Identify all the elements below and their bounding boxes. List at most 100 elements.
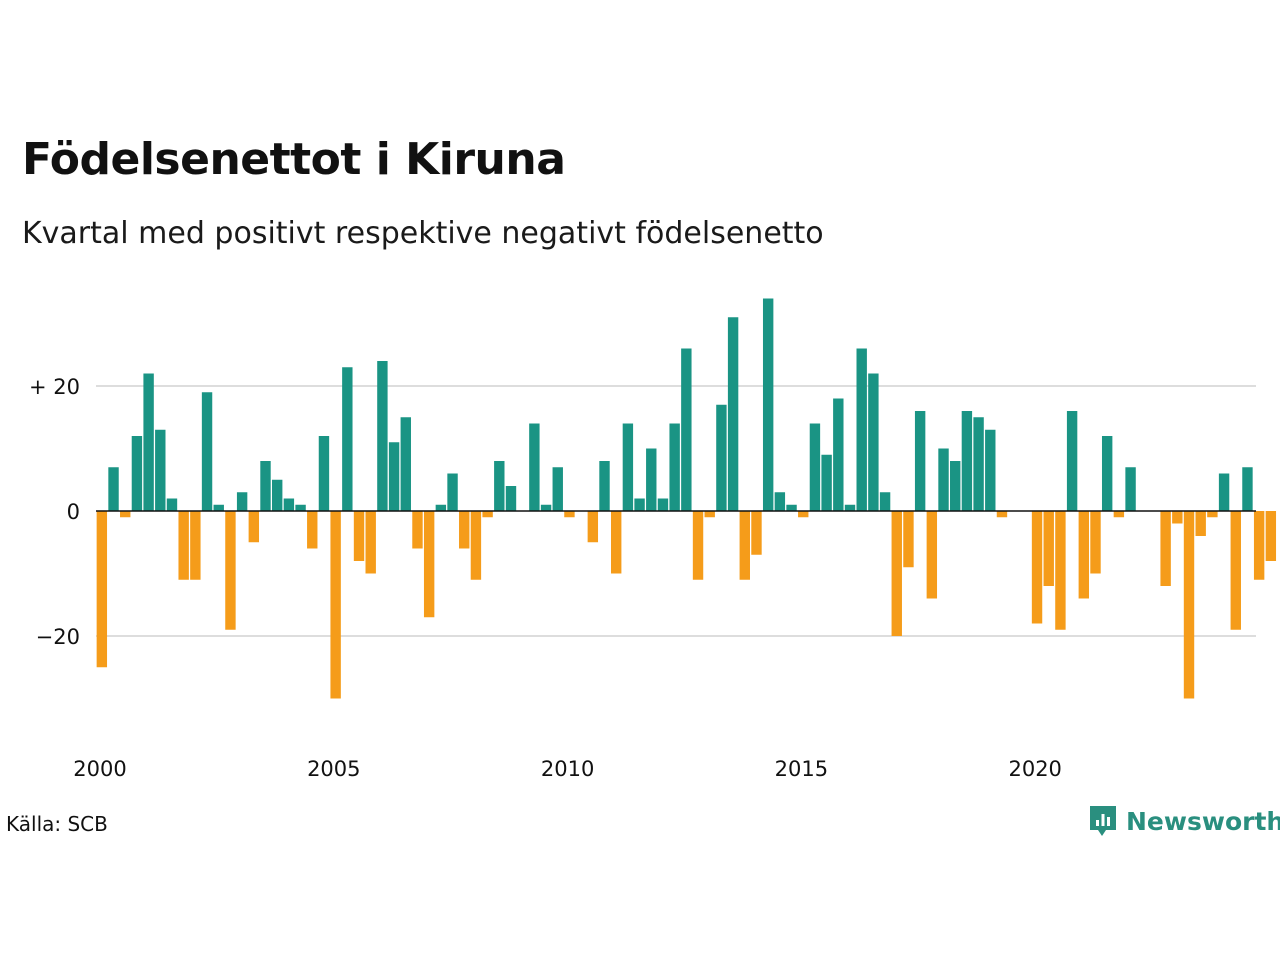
bar [494,461,505,511]
bar [459,511,470,549]
bar [131,436,143,511]
bar [716,404,727,511]
bar-chart: + 20 0 −20 2000 2005 2010 2015 2020 [29,298,1277,781]
bar [213,504,224,511]
bar [1113,511,1125,518]
bar [599,461,610,511]
bar [891,511,902,636]
bar [833,398,844,511]
bar [657,498,669,511]
bar [634,498,645,511]
bar [809,423,821,511]
bar [155,429,166,511]
bar [423,511,435,618]
bar [143,373,154,511]
bar [377,361,388,511]
bar [295,504,306,511]
bar [412,511,423,549]
bar [903,511,914,568]
brand-logo[interactable]: Newsworthy [1088,804,1280,838]
brand-name: Newsworthy [1126,806,1280,836]
bar [1078,511,1090,599]
bar [798,511,809,518]
bar [1265,511,1277,561]
bar [844,504,856,511]
bar [751,511,762,555]
bar [120,511,131,518]
bar [669,423,680,511]
bar [914,411,926,511]
y-tick-label: 0 [67,500,80,524]
bar [248,511,260,543]
bar [564,511,575,518]
bar [540,504,552,511]
bar [260,461,271,511]
bar [400,417,411,511]
bar [1055,511,1066,630]
bar [1207,511,1218,518]
bar [388,442,400,511]
bar [166,498,178,511]
gridlines [96,385,1256,637]
bar [1160,511,1171,586]
bar [622,423,634,511]
bar [611,511,622,574]
axes: + 20 0 −20 2000 2005 2010 2015 2020 [29,375,1256,781]
bar [950,461,961,511]
bar [447,473,458,511]
bar [482,511,493,518]
bar [283,498,295,511]
bar [681,348,692,511]
bar [879,492,891,511]
bar [1183,511,1195,699]
bar [353,511,365,561]
bar [505,486,517,511]
bar [856,348,867,511]
y-tick-label: + 20 [29,375,80,399]
bar [587,511,599,543]
bar [272,479,283,511]
bar [646,448,657,511]
bar [1218,473,1230,511]
bar [108,467,119,511]
bar [961,411,973,511]
bar [1043,511,1054,586]
y-tick-label: −20 [36,625,80,649]
bar [1066,411,1078,511]
bar [342,367,353,511]
bar [318,436,330,511]
chart-subtitle: Kvartal med positivt respektive negativt… [22,216,824,251]
bar [190,511,201,580]
bar [330,511,341,699]
bar [739,511,750,580]
bar [201,392,213,511]
x-tick-label: 2020 [1008,757,1061,781]
bar [1090,511,1101,574]
bar [1031,511,1043,624]
bar [470,511,482,580]
bar [762,298,774,511]
bar [774,492,786,511]
bar [692,511,704,580]
bars [96,298,1277,699]
bar [529,423,540,511]
bar [1172,511,1183,524]
x-tick-label: 2005 [307,757,360,781]
bar [236,492,248,511]
chart-title: Födelsenettot i Kiruna [22,134,566,185]
bar [1242,467,1253,511]
bar [307,511,318,549]
x-tick-label: 2010 [541,757,594,781]
bar [926,511,938,599]
bar [1101,436,1113,511]
x-tick-label: 2000 [73,757,126,781]
source-note: Källa: SCB [6,812,108,836]
bar [868,373,879,511]
bar [552,467,563,511]
bar [996,511,1008,518]
newsworthy-logo-icon [1090,806,1116,836]
bar [365,511,376,574]
x-tick-label: 2015 [775,757,828,781]
bar [985,429,996,511]
bar [973,417,984,511]
